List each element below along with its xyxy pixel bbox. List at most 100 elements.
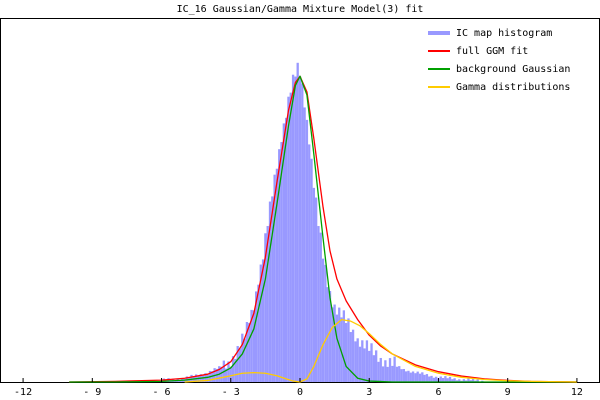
histogram-bar [326,287,329,382]
histogram-bar [418,373,422,382]
histogram-bar [476,379,479,382]
histogram-bar [287,96,290,382]
histogram-bar [266,226,269,382]
histogram-bar [435,376,438,382]
x-tick-label: 0 [297,387,303,398]
histogram-bar [368,350,371,382]
histogram-bar [305,119,309,382]
histogram-bar [402,368,405,382]
histogram-bar [405,371,408,382]
histogram-bar [273,174,276,382]
histogram-bar [312,187,315,382]
histogram-bar [471,378,475,382]
histogram-bar [455,380,459,382]
histogram-bar [255,291,258,382]
histogram-bar [248,323,251,382]
histogram-bar [282,123,285,383]
histogram-bar [261,259,265,382]
histogram-bar [291,74,295,382]
histogram-bar [354,341,357,382]
histogram-bar [421,372,424,382]
histogram-bar [241,333,244,382]
histogram-bar [356,338,359,382]
histogram-bar [271,196,274,382]
histogram-bar [414,373,417,382]
histogram-bar [379,357,382,382]
histogram-bar [432,377,435,382]
legend-label: background Gaussian [456,64,570,75]
histogram-bar [451,379,454,382]
histogram-bar [349,332,352,382]
histogram-bar [458,379,461,382]
histogram-bar [245,322,249,382]
x-tick-label: -12 [14,387,32,398]
chart-title: IC_16 Gaussian/Gamma Mixture Model(3) fi… [177,4,424,15]
histogram-bar [301,83,304,382]
histogram-bar [335,314,339,382]
histogram-bar [298,76,302,383]
histogram-bar [351,329,355,382]
histogram-bar [229,366,232,382]
x-tick-label: - 3 [222,387,240,398]
histogram-bar [363,348,366,382]
histogram-bar [441,378,445,382]
histogram-bar [250,309,253,382]
histogram-bar [416,371,419,382]
histogram-bar [448,376,452,382]
histogram-bar [315,197,318,382]
histogram-bar [220,366,223,382]
histogram-bar [225,368,228,382]
histogram-bar [201,375,205,382]
histogram-bar [411,371,415,382]
x-tick-label: - 9 [83,387,101,398]
histogram-bar [381,366,385,382]
histogram-bar [296,62,299,383]
histogram-bar [331,307,334,382]
histogram-bar [319,232,322,382]
histogram-bar [321,258,325,382]
histogram-bar [444,376,447,382]
histogram-bar [278,149,281,382]
histogram-bar [386,366,389,382]
histogram-bar [231,356,235,382]
histogram-bar [234,358,237,382]
histogram-bar [465,380,468,382]
histogram-bar [439,376,442,382]
histogram-bar [285,117,288,382]
histogram-bar [236,346,239,382]
histogram-bar [342,310,345,382]
histogram-bar [467,378,470,382]
histogram-bar [372,355,375,382]
series-line-gamma-distributions-2 [184,371,301,383]
series-line-gamma-distributions-3 [299,318,577,383]
histogram-bar [375,350,378,382]
histogram-bar [238,348,242,382]
histogram-bar [345,322,348,382]
histogram-bar [264,233,267,382]
histogram-bar [333,304,336,382]
histogram-bar [303,107,306,382]
histogram-bar [462,379,465,382]
histogram-bar [409,372,412,382]
histogram-bar [289,92,292,383]
x-tick-label: - 6 [153,387,171,398]
histogram-bar [430,375,433,382]
x-tick-label: 9 [505,387,511,398]
legend-label: Gamma distributions [456,82,570,93]
histogram-bar [227,361,230,382]
series-line-background-gaussian-1 [69,75,577,383]
histogram-bar [347,318,350,382]
histogram-bar [395,366,399,382]
histogram-bar [252,310,255,382]
histogram-bar [243,338,246,382]
x-axis: -12 - 9 - 6 - 3 0 3 6 9 12 [14,378,583,398]
histogram-bar [310,158,313,382]
histogram-bar [358,346,362,382]
x-tick-label: 6 [435,387,441,398]
legend: IC map histogram full GGM fit background G… [428,28,570,93]
histogram-bar [257,284,260,382]
histogram-bar [407,370,410,382]
histogram-bar [259,264,262,382]
histogram-bar [268,201,272,382]
